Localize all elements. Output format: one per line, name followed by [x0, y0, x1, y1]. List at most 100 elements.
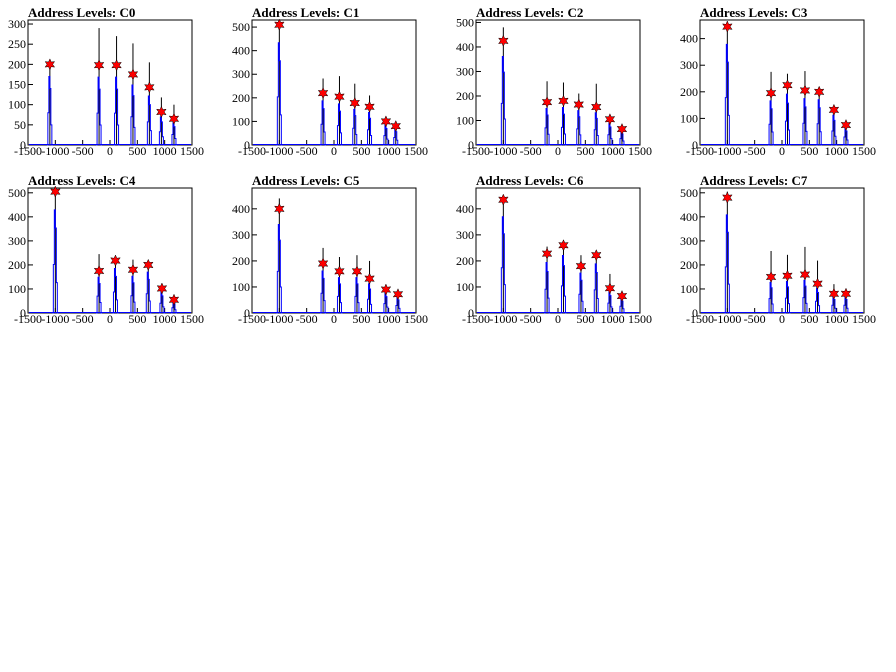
y-tick-label: 200 — [8, 258, 26, 272]
x-tick-label: 500 — [800, 312, 818, 326]
plot-frame — [251, 19, 417, 146]
plot-frame — [27, 187, 193, 314]
peak-marker — [799, 268, 811, 281]
x-tick-label: -1000 — [713, 312, 741, 326]
peak-marker — [575, 259, 587, 273]
peak-marker — [616, 289, 628, 303]
y-tick-label: 300 — [680, 58, 698, 72]
y-tick-label: 400 — [456, 202, 474, 216]
x-tick-label: 0 — [331, 312, 337, 326]
x-tick-label: -1000 — [41, 312, 69, 326]
peak-marker — [498, 34, 509, 47]
peak-marker — [93, 264, 105, 278]
histogram-bin-series — [593, 112, 600, 146]
histogram-bin-series — [146, 95, 153, 146]
peak-marker — [722, 191, 733, 204]
x-tick-label: -1500 — [14, 312, 42, 326]
y-tick-label: 400 — [232, 202, 250, 216]
y-tick-label: 200 — [680, 85, 698, 99]
x-tick-label: 1000 — [377, 312, 401, 326]
x-tick-label: 0 — [779, 312, 785, 326]
histogram-bin-series — [724, 43, 731, 146]
peak-marker — [334, 90, 345, 103]
peak-marker — [782, 79, 793, 92]
peak-marker — [274, 202, 285, 215]
histogram-panel: Address Levels: C6-1500 -1000 -500 0 500 1000… — [456, 173, 652, 326]
histogram-panel: Address Levels: C2-1500 -1000 -500 0 500 1000… — [456, 5, 652, 158]
histogram-bin-series — [366, 112, 373, 146]
plot-frame — [27, 19, 193, 146]
x-tick-label: 1500 — [404, 144, 428, 158]
histogram-bin-series — [801, 279, 808, 314]
x-tick-label: -500 — [296, 144, 318, 158]
peak-marker — [351, 265, 363, 278]
histogram-bin-series — [768, 100, 775, 146]
peak-marker — [541, 95, 553, 109]
peak-marker — [111, 59, 122, 72]
x-tick-label: -1000 — [41, 144, 69, 158]
peak-marker — [558, 94, 569, 108]
y-tick-label: 200 — [232, 91, 250, 105]
x-tick-label: 500 — [576, 312, 594, 326]
peak-marker — [390, 119, 402, 133]
histogram-bin-series — [96, 76, 103, 146]
y-tick-label: 300 — [232, 67, 250, 81]
x-tick-label: 0 — [107, 144, 113, 158]
histogram-bin-series — [96, 276, 103, 314]
x-tick-label: -1000 — [489, 312, 517, 326]
x-tick-label: 1500 — [852, 312, 876, 326]
y-tick-label: 500 — [8, 186, 26, 200]
y-tick-label: 300 — [8, 17, 26, 31]
x-tick-label: -1500 — [462, 144, 490, 158]
peak-marker — [274, 18, 285, 31]
peak-marker — [156, 105, 167, 119]
y-tick-label: 100 — [456, 113, 474, 127]
peak-marker — [349, 96, 361, 110]
histogram-bin-series — [336, 103, 343, 146]
x-tick-label: -500 — [744, 312, 766, 326]
peak-marker — [317, 86, 329, 100]
histogram-bin-series — [366, 283, 373, 314]
x-tick-label: 1000 — [153, 144, 177, 158]
peak-marker — [498, 193, 509, 206]
peak-marker — [604, 113, 616, 126]
histogram-bin-series — [351, 108, 358, 146]
peak-marker — [380, 283, 392, 296]
y-tick-label: 300 — [232, 228, 250, 242]
peak-marker — [142, 258, 154, 272]
peak-marker — [573, 98, 585, 111]
histogram-bin-series — [784, 93, 791, 146]
y-tick-label: 50 — [14, 118, 26, 132]
peak-marker — [144, 81, 155, 94]
x-tick-label: 0 — [555, 144, 561, 158]
histogram-bin-series — [145, 271, 152, 314]
peak-marker — [812, 277, 823, 290]
histogram-panel: Address Levels: C7-1500 -1000 -500 0 500 1000… — [680, 173, 876, 326]
x-tick-label: 1000 — [601, 144, 625, 158]
histogram-bin-series — [575, 110, 582, 146]
x-tick-label: 500 — [800, 144, 818, 158]
x-tick-label: 1500 — [628, 144, 652, 158]
y-tick-label: 100 — [456, 280, 474, 294]
y-tick-label: 100 — [680, 282, 698, 296]
histogram-bin-series — [830, 114, 837, 146]
histogram-bin-series — [500, 55, 507, 146]
x-tick-label: 1500 — [852, 144, 876, 158]
plot-frame — [699, 187, 865, 314]
x-tick-label: 1000 — [825, 144, 849, 158]
x-tick-label: -500 — [744, 144, 766, 158]
y-tick-label: 100 — [232, 114, 250, 128]
y-tick-label: 200 — [456, 89, 474, 103]
peak-marker — [765, 270, 777, 284]
histogram-bin-series — [814, 287, 821, 314]
histogram-bin-series — [46, 75, 53, 146]
histogram-panel: Address Levels: C1-1500 -1000 -500 0 500 1000… — [232, 5, 428, 158]
histogram-bin-series — [158, 116, 165, 146]
y-tick-label: 0 — [468, 306, 474, 320]
x-tick-label: 1500 — [180, 312, 204, 326]
histogram-bin-series — [768, 281, 775, 314]
x-tick-label: -1500 — [14, 144, 42, 158]
histogram-bin-series — [593, 263, 600, 314]
x-tick-label: -1000 — [713, 144, 741, 158]
